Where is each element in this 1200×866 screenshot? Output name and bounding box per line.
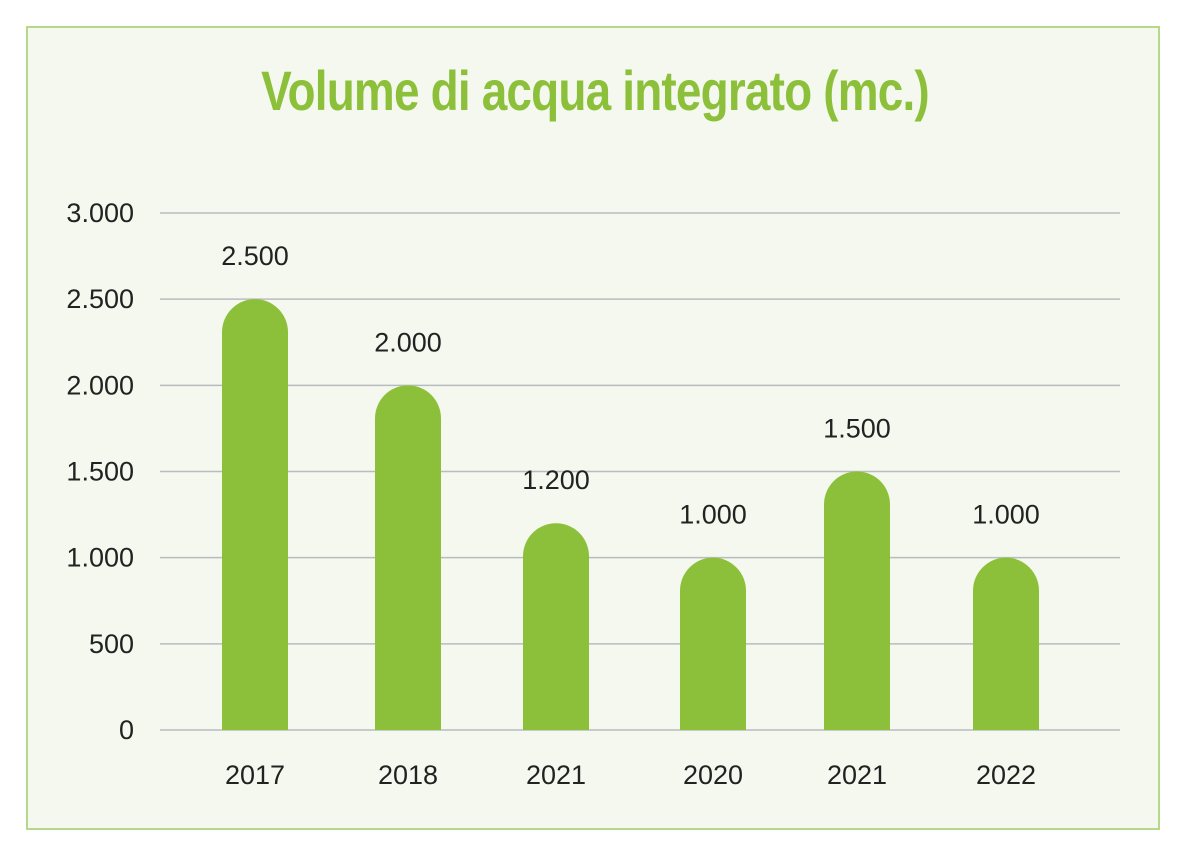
data-label: 1.200 — [522, 465, 590, 495]
x-tick-label: 2021 — [827, 760, 887, 790]
chart-title: Volume di acqua integrato (mc.) — [261, 59, 930, 122]
y-tick-label: 1.500 — [66, 457, 134, 487]
x-tick-label: 2018 — [378, 760, 438, 790]
chart-frame: Volume di acqua integrato (mc.) — [26, 26, 1160, 830]
y-tick-label: 1.000 — [66, 543, 134, 573]
data-label: 1.000 — [972, 500, 1040, 530]
x-tick-label: 2017 — [225, 760, 285, 790]
y-tick-label: 2.000 — [66, 370, 134, 400]
bar — [523, 523, 589, 730]
bar — [680, 557, 746, 730]
bar — [824, 471, 890, 730]
bar — [375, 385, 441, 730]
x-tick-label: 2020 — [683, 760, 743, 790]
y-tick-label: 2.500 — [66, 284, 134, 314]
y-tick-label: 3.000 — [66, 198, 134, 228]
x-tick-label: 2021 — [526, 760, 586, 790]
x-tick-label: 2022 — [976, 760, 1036, 790]
data-label: 1.000 — [679, 500, 747, 530]
y-tick-label: 0 — [119, 715, 134, 745]
data-label: 2.500 — [221, 241, 289, 271]
bar — [973, 557, 1039, 730]
data-label: 1.500 — [823, 414, 891, 444]
bar — [222, 299, 288, 730]
data-label: 2.000 — [374, 327, 442, 357]
y-tick-label: 500 — [89, 629, 134, 659]
